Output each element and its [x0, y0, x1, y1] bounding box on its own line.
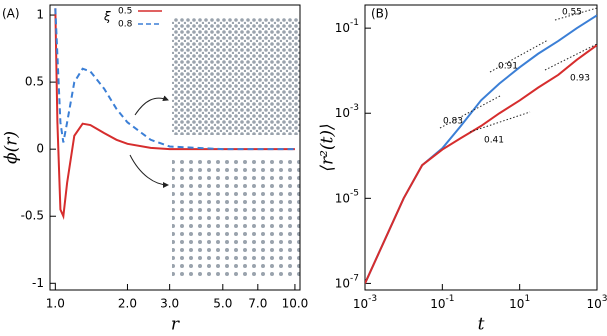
- inset-image: [172, 160, 300, 278]
- y-tick-label: -0.5: [21, 209, 44, 223]
- x-tick-label: 5.0: [213, 297, 232, 311]
- y-tick-label: 1: [36, 8, 44, 22]
- y-tick-label: -1: [32, 276, 44, 290]
- data-line: [365, 14, 597, 284]
- x-tick-label: 3.0: [160, 297, 179, 311]
- x-axis-title: r: [171, 315, 180, 335]
- annotation: 0.91: [498, 62, 518, 72]
- x-tick-label: 10-3: [353, 294, 377, 311]
- data-line: [365, 44, 597, 284]
- y-tick-label: 0: [36, 142, 44, 156]
- x-tick-label: 2.0: [118, 297, 137, 311]
- x-tick-label: 1.0: [46, 297, 65, 311]
- fit-line: [544, 43, 598, 71]
- x-tick-label: 10.0: [282, 297, 309, 311]
- fit-line: [489, 39, 549, 73]
- annotation: 0.55: [562, 8, 582, 18]
- fit-line: [554, 7, 598, 21]
- y-tick-label: 10-5: [335, 188, 359, 205]
- fit-line: [439, 95, 501, 129]
- data-line: [54, 8, 295, 221]
- inset-image: [172, 18, 300, 135]
- annotation: 0.41: [484, 136, 504, 146]
- panel-label: (B): [371, 7, 389, 21]
- y-tick-label: 10-3: [335, 103, 359, 120]
- legend-title: ξ: [103, 10, 111, 24]
- x-axis-title: t: [478, 315, 485, 335]
- x-tick-label: 7.0: [248, 297, 267, 311]
- y-axis-title: ϕ(r): [2, 131, 22, 164]
- legend-label: 0.8: [118, 20, 133, 30]
- y-tick-label: 0.5: [25, 75, 44, 89]
- legend-label: 0.5: [118, 7, 132, 17]
- annotation: 0.93: [570, 74, 590, 84]
- plot-frame: [364, 4, 598, 291]
- x-tick-label: 103: [586, 294, 607, 311]
- arrow: [134, 95, 169, 116]
- x-tick-label: 10-1: [430, 294, 454, 311]
- fit-line: [469, 111, 531, 133]
- x-tick-label: 101: [509, 294, 530, 311]
- y-axis-title: ⟨r²(t)⟩: [318, 123, 338, 171]
- plot-frame: [49, 4, 301, 291]
- y-tick-label: 10-7: [335, 273, 359, 290]
- arrow: [129, 154, 169, 188]
- data-line: [54, 8, 295, 151]
- y-tick-label: 10-1: [335, 18, 359, 35]
- panel-label: (A): [2, 7, 20, 21]
